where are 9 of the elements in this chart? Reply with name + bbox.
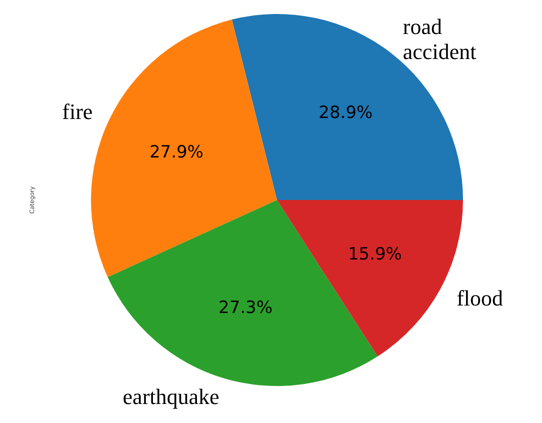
data-label: 28.9%: [318, 102, 373, 123]
pie-slice: [91, 20, 277, 278]
slice-label: road accident: [402, 14, 476, 64]
slice-label: fire: [62, 98, 93, 124]
slice-label: flood: [456, 286, 504, 311]
data-label: 27.3%: [218, 298, 273, 318]
data-label: 15.9%: [348, 244, 402, 264]
data-label: 27.9%: [149, 142, 204, 162]
slice-label: earthquake: [122, 384, 220, 409]
